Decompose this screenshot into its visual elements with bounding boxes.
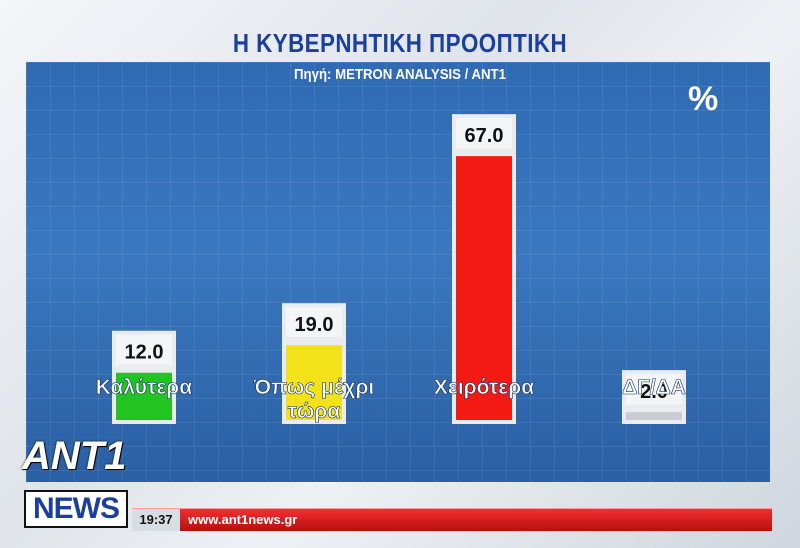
bar-group-3: 2.0 [622,370,686,424]
ticker-url: www.ant1news.gr [188,512,298,527]
value-label: 2.0 [640,381,668,403]
value-label: 12.0 [125,342,164,364]
value-label-box [456,118,512,149]
category-label: ΔΓ/ΔΑ [622,376,686,399]
bar [456,156,512,420]
category-label: Χειρότερα [434,376,534,399]
chart-title: Η ΚΥΒΕΡΝΗΤΙΚΗ ΠΡΟΟΠΤΙΚΗ [232,28,568,58]
unit-label: % [688,80,719,118]
category-label: Όπως μέχρι [253,376,375,399]
value-label: 19.0 [295,314,334,336]
ant1-news-logo: ANT1 NEWS [20,428,132,532]
chart-subtitle: Πηγή: METRON ANALYSIS / ANT1 [294,66,506,83]
value-label-box [626,374,682,405]
bar-group-2: 67.0 [452,114,516,424]
news-ticker: 19:37 www.ant1news.gr [132,508,772,531]
value-label-box [116,334,172,365]
category-label: τώρα [288,400,341,423]
bar-group-1: 19.0 [282,303,346,424]
ticker-time: 19:37 [132,509,180,531]
bar [626,412,682,420]
value-label-box [286,307,342,338]
bar-group-0: 12.0 [112,330,176,424]
bar [286,345,342,420]
category-label: Καλύτερα [96,376,193,399]
logo-top-text: ANT1 [22,434,127,478]
value-label: 67.0 [465,125,504,147]
bar [116,372,172,420]
logo-bottom-text: NEWS [24,490,128,528]
